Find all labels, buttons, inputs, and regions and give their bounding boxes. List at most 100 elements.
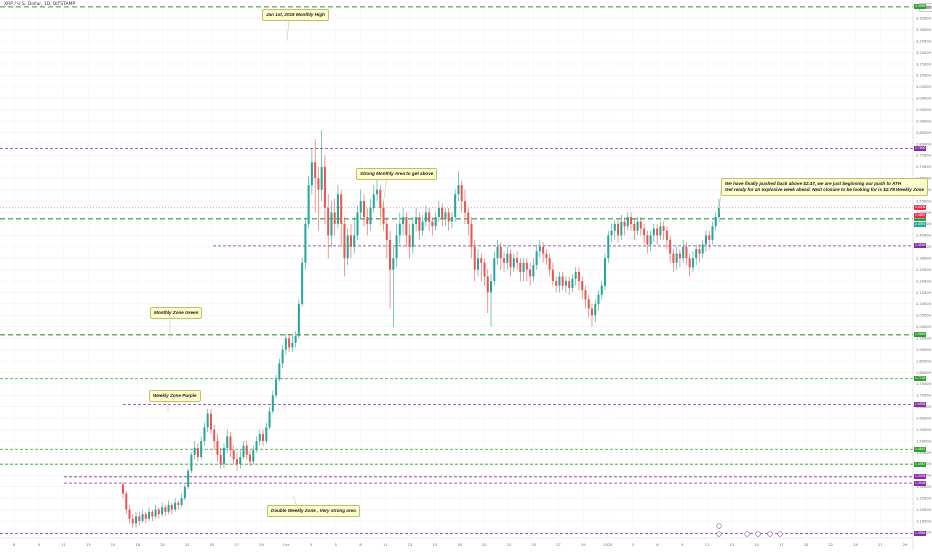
candle-body: [532, 265, 535, 277]
candle-body: [216, 441, 219, 455]
candle-body: [291, 342, 294, 348]
candle-body: [405, 217, 408, 236]
price-tick-label: 1.80000: [916, 371, 932, 375]
level-price-label: 1.3987: [914, 461, 927, 467]
candle-body: [268, 411, 271, 428]
time-tick-label: 5: [335, 543, 337, 547]
candle-body: [330, 212, 333, 236]
candle-body: [141, 514, 144, 522]
candle-body: [255, 441, 258, 451]
candle-body: [138, 516, 141, 522]
annotation-weekly-zone-purple[interactable]: Weekly Zone Purple: [149, 390, 201, 402]
price-tick-label: 3.00000: [916, 97, 932, 101]
candle-body: [509, 253, 512, 268]
price-tick-label: 1.75000: [916, 382, 932, 386]
candle-body: [649, 235, 652, 245]
candle-body: [594, 303, 597, 316]
candle-body: [177, 502, 180, 506]
candle-body: [626, 217, 629, 227]
time-tick-label: 20: [482, 543, 487, 547]
event-marker-icon: [716, 531, 722, 537]
candle-body: [418, 217, 421, 231]
price-tick-label: 3.10000: [916, 74, 932, 78]
time-tick-label: 8: [359, 543, 362, 547]
candle-body: [304, 223, 307, 263]
candle-body: [643, 228, 646, 236]
price-tick-label: 1.60000: [916, 416, 932, 420]
candle-body: [180, 498, 183, 506]
candle-body: [698, 249, 701, 254]
candle-body: [281, 349, 284, 364]
price-tick-label: 2.00000: [916, 325, 932, 329]
price-tick-label: 1.50000: [916, 439, 932, 443]
time-tick-label: 25: [210, 543, 215, 547]
candle-body: [447, 212, 450, 222]
time-tick-label: 8: [13, 543, 16, 547]
price-tick-label: 1.85000: [916, 359, 932, 363]
candle-body: [242, 445, 245, 458]
candle-body: [444, 212, 447, 220]
candle-body: [200, 441, 203, 458]
event-marker-icon: [755, 531, 761, 537]
candle-body: [574, 271, 577, 279]
candle-body: [636, 221, 639, 231]
candle-body: [402, 217, 405, 224]
candle-body: [519, 262, 522, 272]
candle-body: [121, 484, 125, 494]
price-tick-label: 2.50000: [916, 211, 932, 215]
candle-body: [600, 285, 603, 295]
candle-body: [682, 246, 685, 259]
time-tick-label: 15: [754, 543, 759, 547]
candle-body: [503, 258, 506, 263]
candle-body: [704, 235, 707, 245]
candle-body: [385, 223, 388, 240]
annotation-main-line1: We have finally pushed back above $2.47,…: [725, 181, 902, 186]
annotation-double-weekly-zone[interactable]: Double Weekly Zone , Very strong area: [267, 505, 360, 517]
candle-body: [604, 258, 607, 286]
candle-body: [144, 514, 147, 519]
candle-body: [239, 457, 242, 464]
candle-body: [480, 258, 483, 263]
annotation-main-note[interactable]: We have finally pushed back above $2.47,…: [721, 178, 929, 196]
level-price-label: 3.3999: [914, 4, 927, 10]
candle-body: [568, 281, 571, 288]
candle-body: [421, 221, 424, 231]
candle-body: [219, 454, 222, 464]
candle-body: [623, 221, 626, 227]
time-tick-label: 3: [632, 543, 634, 547]
candle-body: [685, 246, 688, 259]
candle-body: [490, 281, 493, 293]
candle-body: [548, 258, 551, 270]
time-tick-label: 13: [86, 543, 91, 547]
candle-body: [307, 185, 310, 224]
price-tick-label: 2.25000: [916, 268, 932, 272]
candle-body: [183, 486, 186, 499]
annotation-monthly-zone-green[interactable]: Monthly Zone Green: [150, 307, 203, 319]
candle-body: [301, 262, 304, 304]
candle-body: [128, 509, 131, 519]
price-tick-label: 1.55000: [916, 428, 932, 432]
time-tick-label: 18: [457, 543, 462, 547]
candle-body: [398, 223, 401, 236]
candle-body: [587, 299, 590, 309]
candle-body: [708, 235, 711, 240]
candle-body: [610, 230, 613, 236]
candle-body: [284, 338, 287, 350]
candle-body: [607, 235, 610, 259]
event-marker-icon: [767, 531, 773, 537]
candle-body: [366, 217, 369, 224]
candle-body: [659, 226, 662, 236]
annotation-strong-monthly[interactable]: Strong Monthly Area to get above: [356, 168, 438, 180]
candle-body: [581, 281, 584, 291]
candle-body: [688, 258, 691, 268]
candle-body: [229, 436, 232, 451]
level-price-label: 1.7726: [914, 376, 927, 382]
candle-body: [362, 201, 366, 218]
annotation-ath[interactable]: Jan 1st, 2018 Monthly High: [262, 9, 329, 21]
price-label: 2.4491: [914, 221, 927, 227]
price-tick-label: 3.25000: [916, 39, 932, 43]
candle-body: [206, 413, 209, 428]
candle-body: [656, 228, 659, 236]
candle-body: [467, 212, 470, 224]
